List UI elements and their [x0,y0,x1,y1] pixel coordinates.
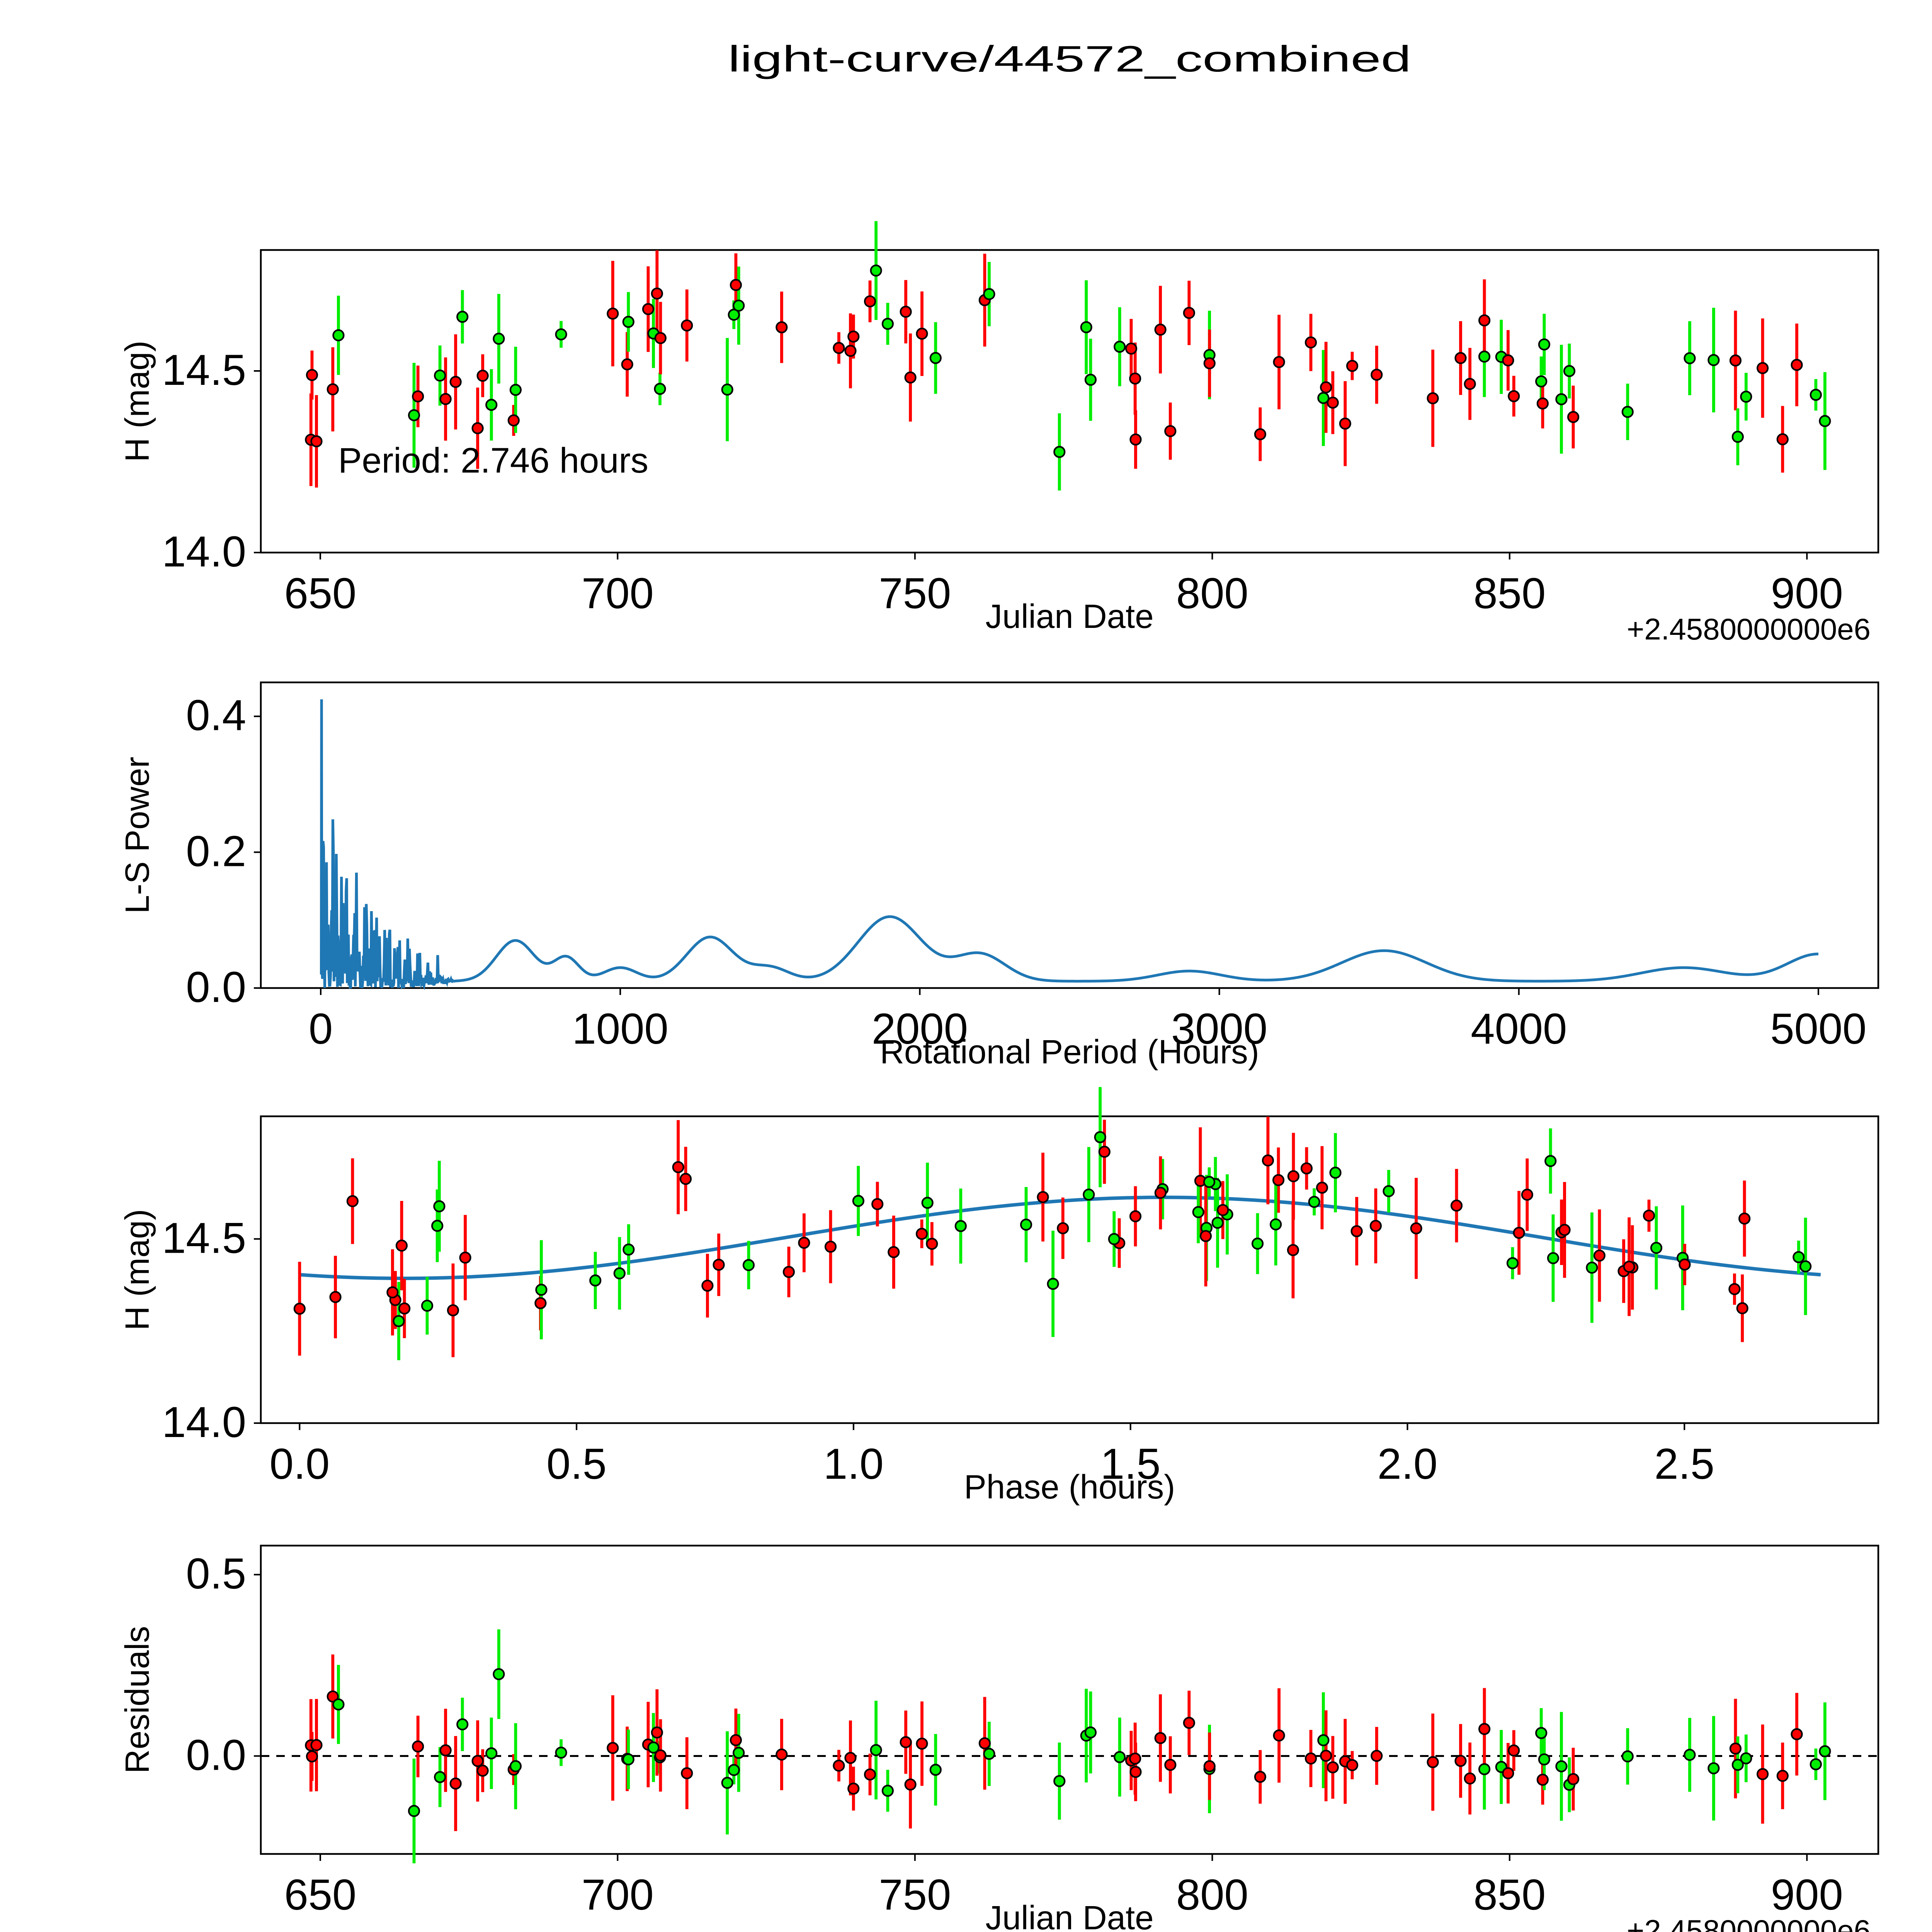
svg-text:Residuals: Residuals [119,1626,156,1774]
svg-text:H (mag): H (mag) [119,340,156,462]
svg-text:14.5: 14.5 [162,1214,246,1262]
svg-text:1000: 1000 [572,1005,668,1053]
svg-text:0: 0 [309,1005,333,1053]
svg-text:Rotational Period (Hours): Rotational Period (Hours) [880,1033,1259,1071]
svg-text:Phase (hours): Phase (hours) [964,1468,1175,1506]
svg-text:Period: 2.746 hours: Period: 2.746 hours [338,441,648,480]
svg-text:Julian Date: Julian Date [985,598,1153,635]
svg-text:2.5: 2.5 [1654,1440,1714,1488]
svg-text:5000: 5000 [1770,1005,1866,1053]
svg-text:750: 750 [879,569,951,617]
svg-text:750: 750 [879,1871,951,1919]
svg-text:700: 700 [582,1871,654,1919]
svg-text:14.0: 14.0 [162,1398,246,1446]
svg-text:H (mag): H (mag) [119,1209,156,1330]
svg-text:14.0: 14.0 [162,527,246,576]
svg-text:0.0: 0.0 [186,1731,246,1779]
svg-text:4000: 4000 [1471,1005,1567,1053]
svg-text:650: 650 [284,1871,356,1919]
svg-text:850: 850 [1473,1871,1546,1919]
svg-text:850: 850 [1473,569,1546,617]
svg-text:0.0: 0.0 [186,963,246,1011]
svg-text:700: 700 [582,569,654,617]
svg-text:0.5: 0.5 [546,1440,607,1488]
svg-text:L-S Power: L-S Power [119,757,156,913]
svg-text:800: 800 [1176,569,1248,617]
svg-text:2.0: 2.0 [1378,1440,1438,1488]
svg-text:0.5: 0.5 [186,1549,246,1598]
svg-text:14.5: 14.5 [162,346,246,394]
svg-text:Julian Date: Julian Date [985,1899,1153,1932]
svg-text:0.2: 0.2 [186,827,246,875]
svg-text:900: 900 [1771,569,1843,617]
svg-text:800: 800 [1176,1871,1248,1919]
svg-text:1.0: 1.0 [823,1440,884,1488]
svg-text:0.0: 0.0 [269,1440,330,1488]
svg-text:0.4: 0.4 [186,691,246,740]
svg-text:650: 650 [284,569,356,617]
svg-text:+2.4580000000e6: +2.4580000000e6 [1627,612,1871,646]
svg-text:900: 900 [1771,1871,1843,1919]
svg-text:+2.4580000000e6: +2.4580000000e6 [1627,1913,1871,1932]
svg-text:light-curve/44572_combined: light-curve/44572_combined [728,39,1411,80]
